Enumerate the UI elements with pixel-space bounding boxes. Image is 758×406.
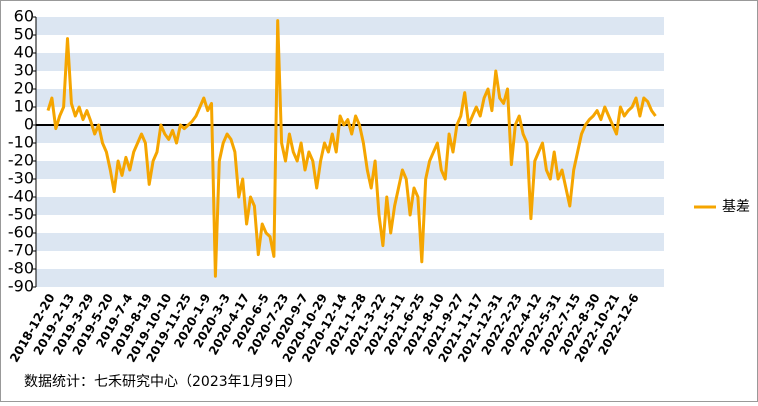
y-tick-label: -50 [8, 205, 34, 224]
y-tick-label: -40 [8, 187, 34, 206]
y-tick-label: 60 [14, 7, 34, 26]
legend-label: 基差 [722, 198, 750, 215]
y-tick-label: -20 [8, 151, 34, 170]
y-tick-label: -30 [8, 169, 34, 188]
grid-band [36, 197, 664, 215]
grid-band [36, 53, 664, 71]
y-tick-label: 0 [24, 115, 34, 134]
grid-band [36, 17, 664, 35]
y-tick-label: -10 [8, 133, 34, 152]
grid-band [36, 125, 664, 143]
grid-band [36, 89, 664, 107]
y-tick-label: -80 [8, 259, 34, 278]
y-tick-label: 10 [14, 97, 34, 116]
y-tick-label: 20 [14, 79, 34, 98]
y-tick-label: 40 [14, 43, 34, 62]
source-note: 数据统计：七禾研究中心（2023年1月9日） [24, 374, 301, 390]
grid-band [36, 269, 664, 287]
y-tick-label: 50 [14, 25, 34, 44]
y-tick-label: -70 [8, 241, 34, 260]
y-tick-label: -90 [8, 277, 34, 296]
grid-band [36, 161, 664, 179]
grid-band [36, 233, 664, 251]
series-line [46, 19, 657, 278]
y-tick-label: 30 [14, 61, 34, 80]
y-tick-label: -60 [8, 223, 34, 242]
